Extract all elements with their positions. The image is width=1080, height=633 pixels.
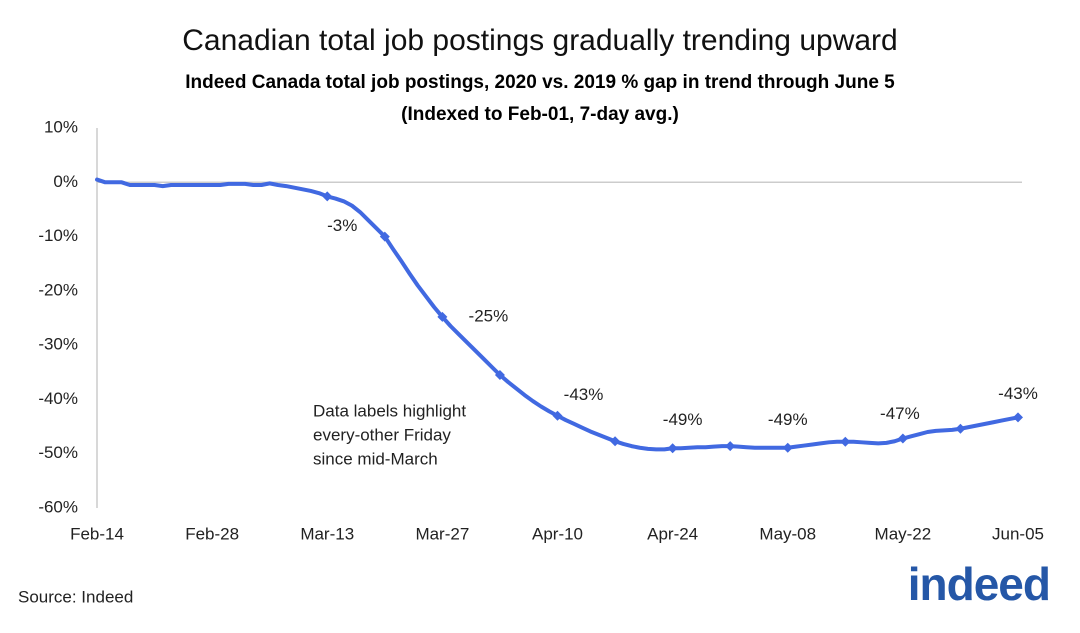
- x-tick-label: Mar-27: [415, 524, 469, 543]
- chart-subtitle: Indeed Canada total job postings, 2020 v…: [185, 72, 895, 93]
- marker: [494, 370, 505, 380]
- x-tick-label: May-08: [759, 524, 816, 543]
- x-tick-label: Mar-13: [300, 524, 354, 543]
- marker: [610, 436, 621, 447]
- annotation: Data labels highlight: [313, 401, 466, 420]
- marker: [1013, 412, 1023, 423]
- logo: indeed: [908, 558, 1050, 610]
- data-label: -25%: [469, 306, 509, 325]
- y-tick-label: -10%: [38, 226, 78, 245]
- x-tick-label: Apr-10: [532, 524, 583, 543]
- marker: [840, 436, 851, 447]
- data-label: -47%: [880, 404, 920, 423]
- y-tick-label: 0%: [53, 172, 78, 191]
- y-tick-label: -20%: [38, 280, 78, 299]
- data-label: -49%: [663, 410, 703, 429]
- marker: [782, 442, 793, 453]
- marker: [725, 441, 736, 452]
- marker: [437, 311, 448, 322]
- data-label: -49%: [768, 410, 808, 429]
- marker: [897, 433, 908, 444]
- x-tick-label: Jun-05: [992, 524, 1044, 543]
- y-tick-label: -40%: [38, 389, 78, 408]
- data-label: -43%: [564, 385, 604, 404]
- source: Source: Indeed: [18, 587, 133, 606]
- data-label: -43%: [998, 384, 1038, 403]
- annotation: since mid-March: [313, 449, 438, 468]
- marker: [322, 191, 333, 202]
- annotation: every-other Friday: [313, 425, 451, 444]
- y-tick-label: -50%: [38, 443, 78, 462]
- data-label: -3%: [327, 216, 357, 235]
- marker: [667, 443, 678, 454]
- x-tick-label: Apr-24: [647, 524, 698, 543]
- marker: [552, 410, 563, 421]
- y-tick-label: -60%: [38, 497, 78, 516]
- chart-subtitle: (Indexed to Feb-01, 7-day avg.): [401, 104, 679, 125]
- y-tick-label: 10%: [44, 117, 78, 136]
- x-tick-label: Feb-14: [70, 524, 124, 543]
- y-tick-label: -30%: [38, 335, 78, 354]
- marker: [955, 423, 966, 434]
- x-tick-label: Feb-28: [185, 524, 239, 543]
- x-tick-label: May-22: [875, 524, 932, 543]
- chart-title: Canadian total job postings gradually tr…: [182, 24, 897, 57]
- marker: [379, 231, 390, 242]
